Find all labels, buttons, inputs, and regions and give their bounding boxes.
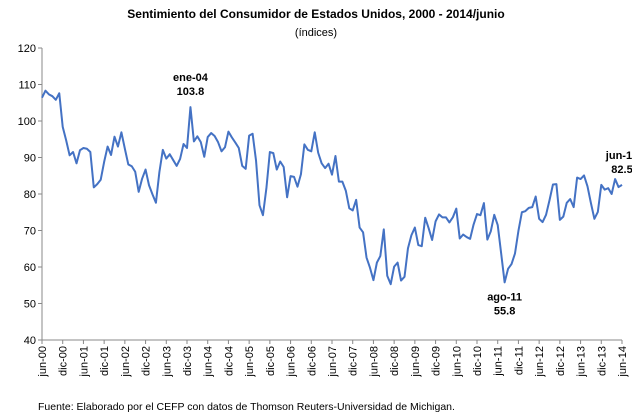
x-tick-label: dic-09	[431, 346, 443, 376]
series-line	[41, 89, 623, 286]
annotation-label: jun-14	[605, 150, 632, 162]
y-tick-label: 120	[18, 43, 36, 55]
y-tick-label: 110	[18, 80, 36, 92]
x-tick-label: jun-11	[493, 346, 505, 377]
x-tick-label: dic-12	[555, 346, 567, 376]
data-label: 103.8	[177, 86, 205, 98]
x-tick-label: jun-04	[203, 346, 215, 378]
x-tick-label: jun-07	[327, 346, 339, 378]
x-tick-label: dic-11	[513, 346, 525, 375]
x-tick-label: jun-10	[451, 346, 463, 378]
x-tick-label: dic-03	[182, 346, 194, 376]
chart-subtitle: (índices)	[295, 27, 337, 39]
x-tick-label: jun-13	[576, 346, 588, 378]
annotation-label: ago-11	[487, 291, 522, 303]
x-tick-label: jun-03	[161, 346, 173, 378]
y-tick-label: 40	[24, 335, 36, 347]
x-tick-label: dic-06	[306, 346, 318, 376]
x-tick-label: jun-09	[410, 346, 422, 378]
x-tick-label: jun-05	[244, 346, 256, 378]
x-tick-label: dic-01	[99, 346, 111, 376]
x-tick-label: dic-13	[596, 346, 608, 376]
x-tick-label: dic-00	[58, 346, 70, 376]
x-tick-label: jun-01	[78, 346, 90, 378]
x-tick-label: jun-08	[368, 346, 380, 378]
x-tick-label: dic-02	[141, 346, 153, 376]
x-tick-label: dic-05	[265, 346, 277, 376]
y-tick-label: 80	[24, 189, 36, 201]
y-tick-label: 100	[18, 116, 36, 128]
y-tick-label: 70	[24, 226, 36, 238]
data-label: 82.5	[611, 164, 632, 176]
annotation-label: ene-04	[173, 72, 209, 84]
x-tick-label: dic-07	[348, 346, 360, 376]
x-tick-label: jun-00	[37, 346, 49, 378]
x-tick-label: jun-14	[617, 346, 629, 378]
x-tick-label: dic-04	[223, 346, 235, 376]
chart-title: Sentimiento del Consumidor de Estados Un…	[127, 7, 504, 21]
y-tick-label: 50	[24, 299, 36, 311]
source-note: Fuente: Elaborado por el CEFP con datos …	[38, 401, 455, 413]
x-tick-label: dic-08	[389, 346, 401, 376]
x-tick-label: jun-12	[534, 346, 546, 378]
data-label: 55.8	[494, 305, 515, 317]
x-tick-label: jun-02	[120, 346, 132, 378]
x-tick-label: dic-10	[472, 346, 484, 376]
y-tick-label: 60	[24, 262, 36, 274]
x-tick-label: jun-06	[286, 346, 298, 378]
y-tick-label: 90	[24, 153, 36, 165]
